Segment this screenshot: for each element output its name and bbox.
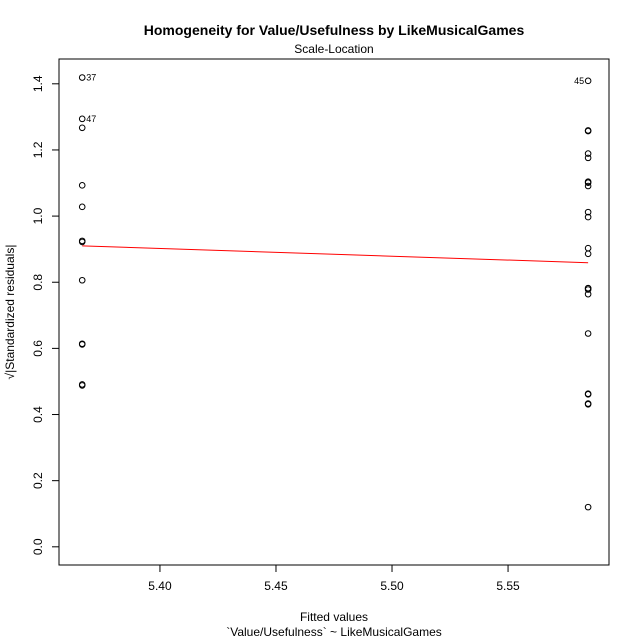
point-label: 47: [86, 114, 96, 124]
data-point: [584, 127, 592, 135]
smoother-layer: [82, 245, 589, 264]
x-axis-sublabel: `Value/Usefulness` ~ LikeMusicalGames: [226, 625, 442, 639]
x-axis: 5.40 5.45 5.50 5.55: [148, 565, 520, 593]
y-tick-label: 0.8: [31, 274, 45, 291]
y-tick-label: 1.4: [31, 75, 45, 92]
point-label: 37: [86, 73, 96, 83]
x-axis-label: Fitted values: [300, 610, 368, 624]
data-point: [584, 400, 592, 408]
data-point: [584, 284, 592, 292]
data-point: [584, 244, 592, 252]
data-point: [78, 341, 86, 348]
data-point: [78, 276, 86, 284]
chart-title: Homogeneity for Value/Usefulness by Like…: [144, 22, 525, 38]
data-point: [584, 150, 592, 157]
data-point: [584, 154, 592, 162]
data-point: [584, 330, 592, 337]
points-layer: [78, 74, 592, 511]
chart-subtitle: Scale-Location: [294, 42, 373, 56]
y-axis-label: √|Standardized residuals|: [3, 245, 17, 380]
data-point: [584, 213, 592, 221]
data-point: [78, 124, 86, 132]
x-tick-label: 5.50: [380, 579, 404, 593]
x-tick-label: 5.45: [264, 579, 288, 593]
y-tick-label: 1.0: [31, 207, 45, 224]
point-label: 45: [574, 76, 584, 86]
y-tick-label: 0.4: [31, 406, 45, 423]
data-point: [584, 182, 592, 190]
y-tick-label: 0.6: [31, 340, 45, 357]
data-point: [78, 74, 86, 81]
data-point: [584, 391, 592, 398]
data-point: [584, 250, 592, 258]
point-labels-layer: 37 47 45: [86, 73, 584, 124]
data-point: [584, 179, 592, 186]
smoother-line: [82, 245, 589, 264]
y-tick-label: 0.0: [31, 538, 45, 555]
data-point: [584, 77, 592, 85]
data-point: [78, 115, 86, 123]
data-point: [78, 382, 86, 389]
data-point: [584, 208, 592, 216]
data-point: [78, 182, 86, 189]
y-axis: 0.0 0.2 0.4 0.6 0.8 1.0 1.2 1.4: [31, 75, 59, 555]
y-tick-label: 0.2: [31, 472, 45, 489]
plot-frame: [58, 58, 610, 566]
data-point: [78, 203, 86, 211]
x-tick-label: 5.55: [496, 579, 520, 593]
data-point: [584, 503, 592, 511]
data-point: [78, 238, 86, 246]
x-tick-label: 5.40: [148, 579, 172, 593]
y-tick-label: 1.2: [31, 141, 45, 158]
